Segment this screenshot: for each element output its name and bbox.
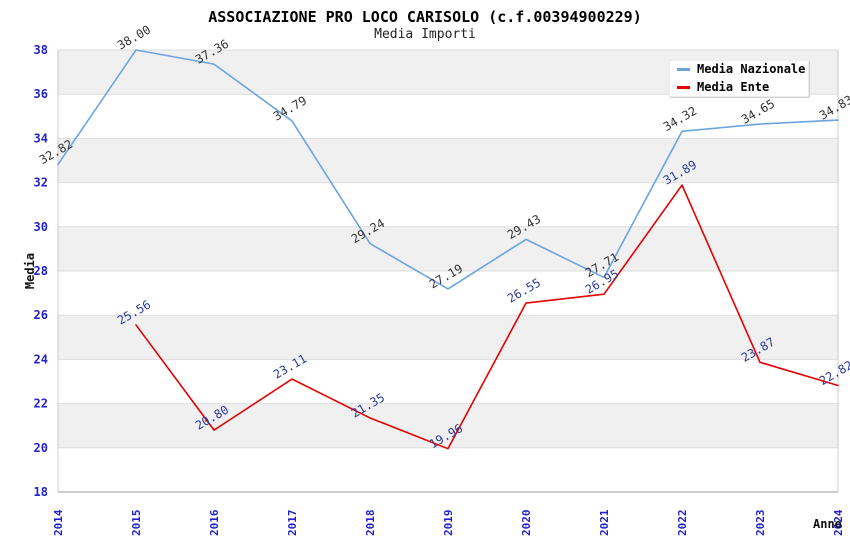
y-tick-label: 34 <box>34 131 48 145</box>
x-tick-label: 2022 <box>676 510 689 537</box>
x-tick-label: 2024 <box>832 509 845 536</box>
grid-band <box>58 359 838 404</box>
y-tick-label: 38 <box>34 43 48 57</box>
x-tick-label: 2017 <box>286 510 299 537</box>
y-tick-label: 22 <box>34 397 48 411</box>
legend-swatch-line-icon <box>677 68 690 72</box>
legend-label: Media Nazionale <box>697 62 806 77</box>
grid-band <box>58 94 838 139</box>
legend: Media Nazionale Media Ente <box>669 60 809 97</box>
chart-title: ASSOCIAZIONE PRO LOCO CARISOLO (c.f.0039… <box>208 8 642 26</box>
grid-band <box>58 403 838 448</box>
grid-band <box>58 447 838 492</box>
y-tick-label: 24 <box>34 352 48 366</box>
x-tick-label: 2016 <box>208 509 221 536</box>
x-tick-label: 2019 <box>442 510 455 537</box>
x-tick-label: 2014 <box>52 509 65 536</box>
grid-band <box>58 226 838 271</box>
series-line-media-nazionale <box>57 49 839 290</box>
series-line-media-ente <box>135 184 839 450</box>
grid-band <box>58 271 838 316</box>
y-tick-label: 30 <box>34 220 48 234</box>
grid-band <box>58 138 838 183</box>
y-tick-label: 36 <box>34 87 48 101</box>
x-tick-label: 2018 <box>364 510 377 537</box>
legend-swatch-line-icon <box>677 85 690 89</box>
chart-subtitle: Media Importi <box>374 27 476 42</box>
y-tick-label: 18 <box>34 485 48 499</box>
y-tick-label: 20 <box>34 441 48 455</box>
legend-item-media-ente: Media Ente <box>677 79 808 94</box>
x-tick-label: 2021 <box>598 509 611 536</box>
x-tick-label: 2023 <box>754 510 767 537</box>
legend-label: Media Ente <box>697 79 770 94</box>
y-tick-label: 28 <box>34 264 48 278</box>
legend-item-media-nazionale: Media Nazionale <box>677 63 808 76</box>
grid-band <box>58 182 838 227</box>
y-axis-title: Media <box>23 252 37 290</box>
data-label: 38.00 <box>115 22 153 52</box>
y-tick-label: 32 <box>34 176 48 190</box>
grid-band <box>58 315 838 360</box>
x-axis-title: Anno <box>813 517 842 531</box>
y-tick-label: 26 <box>34 308 48 322</box>
x-tick-label: 2020 <box>520 510 533 537</box>
x-tick-label: 2015 <box>130 510 143 537</box>
